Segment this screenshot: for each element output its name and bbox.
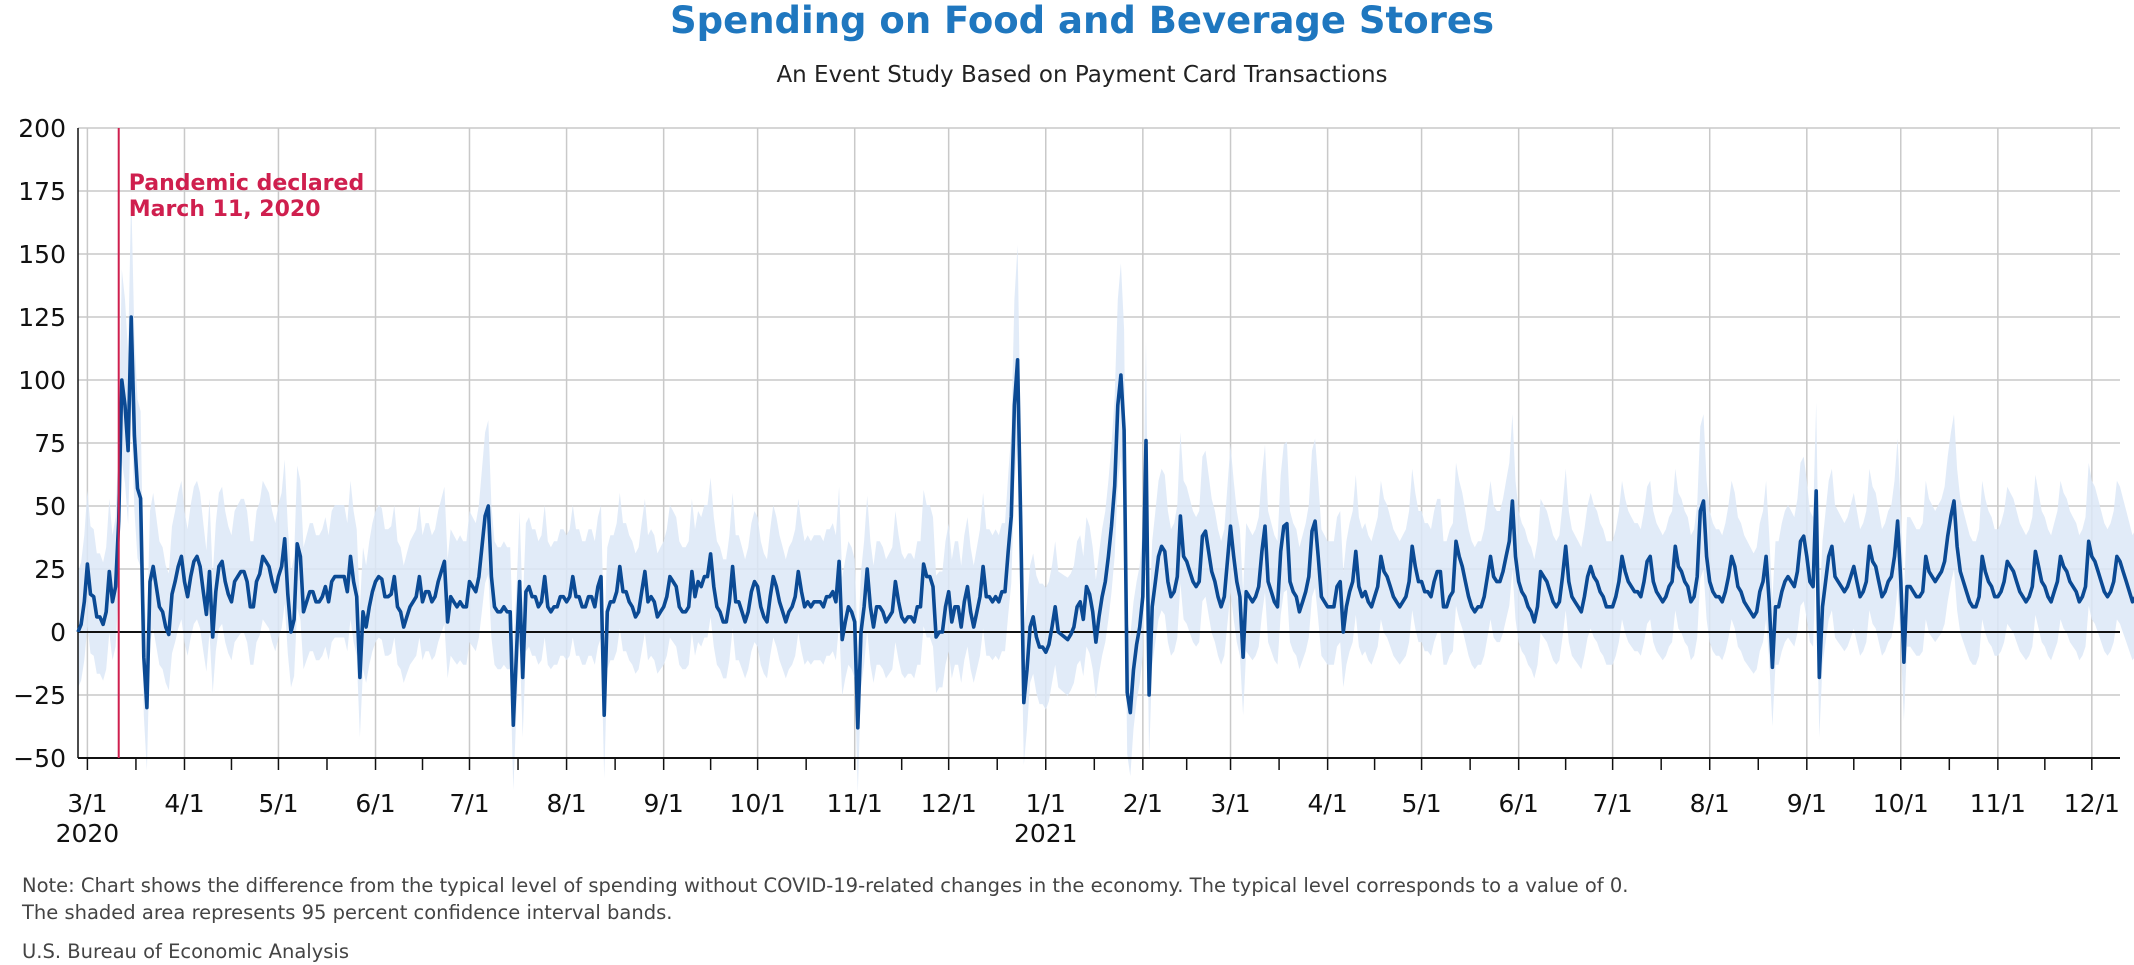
y-tick-label: 100 [18,366,66,395]
x-tick-label: 12/1 [921,789,977,818]
x-year-label: 2021 [1014,819,1078,848]
x-tick-label: 5/1 [258,789,298,818]
pandemic-annotation-label: March 11, 2020 [129,197,321,222]
x-tick-label: 8/1 [546,789,586,818]
grid [78,127,2120,759]
y-tick-label: 150 [18,240,66,269]
note-line-2: The shaded area represents 95 percent co… [22,901,673,924]
x-tick-label: 4/1 [1308,789,1348,818]
y-tick-label: 75 [34,429,66,458]
note-line-1: Note: Chart shows the difference from th… [22,874,1629,897]
y-tick-label: 0 [50,618,66,647]
x-tick-label: 11/1 [1970,789,2026,818]
confidence-band-area [78,193,2134,793]
x-tick-label: 4/1 [164,789,204,818]
series-line-group [76,315,2134,730]
pandemic-annotation-label: Pandemic declared [129,171,365,196]
x-tick-label: 1/1 [1026,789,1066,818]
y-tick-label: −25 [13,681,66,710]
confidence-band [78,193,2134,793]
y-tick-label: 125 [18,303,66,332]
y-tick-label: 175 [18,177,66,206]
y-tick-label: 25 [34,555,66,584]
chart-subtitle: An Event Study Based on Payment Card Tra… [776,62,1387,88]
x-tick-label: 7/1 [449,789,489,818]
chart-title: Spending on Food and Beverage Stores [670,0,1494,42]
x-tick-label: 3/1 [67,789,107,818]
x-tick-label: 10/1 [730,789,786,818]
x-tick-label: 11/1 [827,789,883,818]
x-tick-label: 7/1 [1593,789,1633,818]
x-tick-label: 6/1 [355,789,395,818]
x-tick-label: 10/1 [1873,789,1929,818]
source-label: U.S. Bureau of Economic Analysis [22,940,350,963]
x-tick-label: 9/1 [1787,789,1827,818]
series-line [76,315,2134,730]
x-tick-label: 12/1 [2064,789,2120,818]
x-tick-label: 6/1 [1499,789,1539,818]
axes: −50 −25 0 25 50 75 100 125 150 175 200 3/1 4/1 5/1 6/1… [13,114,2120,848]
y-tick-label: 200 [18,114,66,143]
x-tick-label: 8/1 [1690,789,1730,818]
y-tick-label: −50 [13,744,66,773]
x-tick-label: 9/1 [644,789,684,818]
x-tick-label: 3/1 [1210,789,1250,818]
x-year-label: 2020 [56,819,120,848]
x-tick-label: 2/1 [1123,789,1163,818]
x-tick-label: 5/1 [1401,789,1441,818]
y-tick-label: 50 [34,492,66,521]
